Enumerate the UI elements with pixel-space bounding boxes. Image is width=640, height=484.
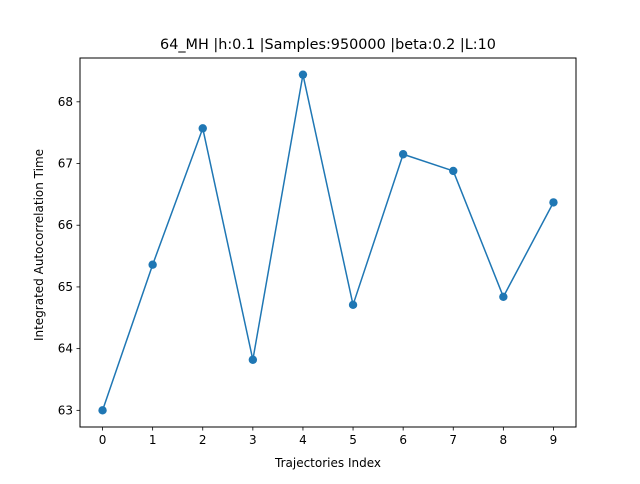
x-tick-label: 8 <box>500 433 508 447</box>
data-point <box>398 150 408 159</box>
x-tick-label: 9 <box>550 433 558 447</box>
chart-title: 64_MH |h:0.1 |Samples:950000 |beta:0.2 |… <box>160 37 496 53</box>
x-tick-label: 7 <box>449 433 457 447</box>
y-tick-label: 64 <box>58 342 73 356</box>
x-tick-label: 1 <box>149 433 157 447</box>
data-point <box>348 300 358 310</box>
x-tick-label: 3 <box>249 433 257 447</box>
data-point <box>549 198 558 207</box>
series-line <box>101 73 555 411</box>
y-tick-label: 67 <box>58 157 73 171</box>
x-tick-label: 2 <box>199 433 207 447</box>
data-point <box>98 406 107 415</box>
x-tick-label: 5 <box>349 433 357 447</box>
y-tick-label: 68 <box>58 95 73 109</box>
data-point <box>499 292 508 302</box>
data-point <box>198 124 207 133</box>
y-tick-label: 66 <box>58 218 73 232</box>
data-point <box>248 355 258 364</box>
y-tick-label: 63 <box>58 403 73 417</box>
data-point <box>148 260 157 269</box>
x-tick-label: 0 <box>99 433 107 447</box>
x-tick-label: 4 <box>299 433 307 447</box>
y-axis-label: Integrated Autocorrelation Time <box>32 149 46 341</box>
data-point <box>298 70 308 79</box>
plot-area-frame <box>79 57 577 428</box>
x-axis-label: Trajectories Index <box>274 456 381 470</box>
x-tick-label: 6 <box>399 433 407 447</box>
data-point <box>449 166 458 176</box>
y-tick-label: 65 <box>58 280 73 294</box>
series-layer <box>98 70 558 415</box>
